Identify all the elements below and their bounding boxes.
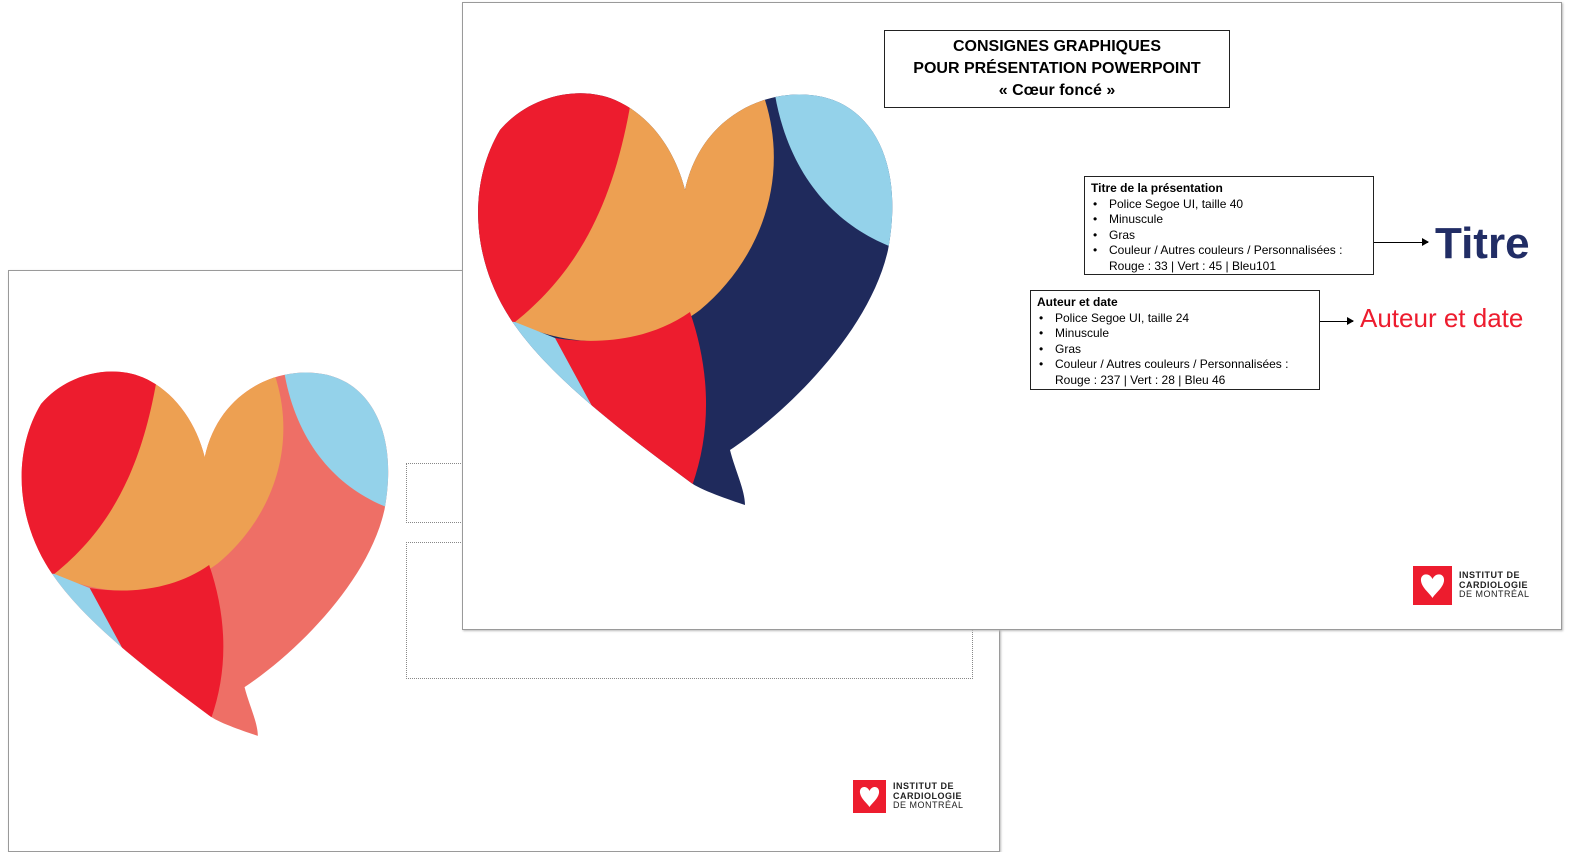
spec-item: Gras (1109, 228, 1367, 244)
page: INSTITUT DECARDIOLOGIEDE MONTRÉAL INSTIT… (0, 0, 1585, 836)
spec-box: Auteur et date Police Segoe UI, taille 2… (1030, 290, 1320, 390)
spec-heading: Auteur et date (1037, 295, 1313, 311)
title-line: POUR PRÉSENTATION POWERPOINT (885, 58, 1229, 80)
sample-author: Auteur et date (1360, 302, 1523, 334)
spec-item: Police Segoe UI, taille 40 (1109, 197, 1367, 213)
spec-item: Couleur / Autres couleurs / Personnalisé… (1109, 243, 1367, 259)
spec-item: Gras (1055, 342, 1313, 358)
spec-detail: Rouge : 237 | Vert : 28 | Bleu 46 (1037, 373, 1313, 389)
spec-heading: Titre de la présentation (1091, 181, 1367, 197)
spec-box: Titre de la présentation Police Segoe UI… (1084, 176, 1374, 275)
spec-detail: Rouge : 33 | Vert : 45 | Bleu101 (1091, 259, 1367, 275)
arrow (1320, 321, 1353, 322)
title-line: CONSIGNES GRAPHIQUES (885, 36, 1229, 58)
spec-item: Couleur / Autres couleurs / Personnalisé… (1055, 357, 1313, 373)
title-line: « Cœur foncé » (885, 80, 1229, 102)
title-box: CONSIGNES GRAPHIQUES POUR PRÉSENTATION P… (884, 30, 1230, 108)
spec-item: Minuscule (1109, 212, 1367, 228)
arrow (1374, 242, 1428, 243)
front-heart (0, 0, 1585, 836)
sample-title: Titre (1435, 218, 1530, 270)
spec-item: Minuscule (1055, 326, 1313, 342)
spec-item: Police Segoe UI, taille 24 (1055, 311, 1313, 327)
